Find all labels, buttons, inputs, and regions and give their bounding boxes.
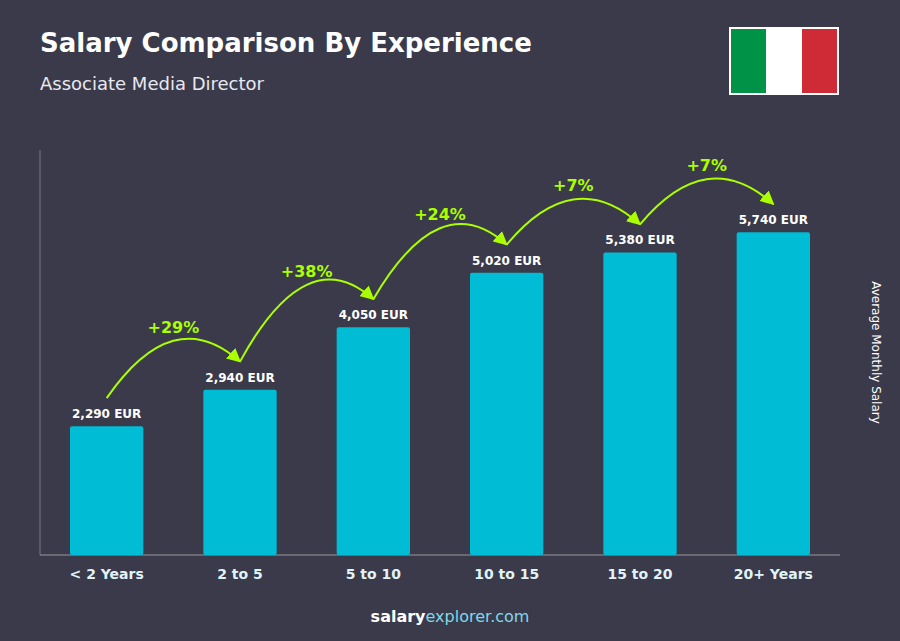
value-label: 5,740 EUR <box>739 213 808 227</box>
flag-stripe <box>730 28 766 94</box>
watermark: salaryexplorer.com <box>371 607 530 626</box>
pct-label: +7% <box>686 156 727 175</box>
watermark-rest: explorer.com <box>426 607 530 626</box>
bar <box>203 390 276 555</box>
y-axis-label: Average Monthly Salary <box>869 281 883 424</box>
pct-label: +24% <box>414 205 466 224</box>
pct-label: +7% <box>553 176 594 195</box>
flag <box>730 28 838 94</box>
y-axis-line <box>40 150 41 555</box>
flag-border <box>730 28 838 94</box>
subtitle: Associate Media Director <box>40 73 265 94</box>
flag-stripe <box>802 28 838 94</box>
bar <box>603 252 676 555</box>
flag-stripe <box>766 28 802 94</box>
pct-arrow <box>507 199 640 245</box>
pct-arrow <box>107 339 240 399</box>
x-tick-label: 15 to 20 <box>607 566 672 582</box>
value-label: 4,050 EUR <box>339 308 408 322</box>
title: Salary Comparison By Experience <box>40 28 532 58</box>
chart: Salary Comparison By Experience Associate… <box>0 0 900 641</box>
watermark-bold: salary <box>371 607 426 626</box>
x-tick-label: 10 to 15 <box>474 566 539 582</box>
background <box>0 0 900 641</box>
bar <box>70 426 143 555</box>
pct-label: +29% <box>147 318 199 337</box>
x-tick-label: 2 to 5 <box>217 566 263 582</box>
x-axis-line <box>40 555 840 556</box>
pct-arrow <box>640 178 773 224</box>
pct-label: +38% <box>281 262 333 281</box>
value-label: 5,380 EUR <box>605 233 674 247</box>
value-label: 2,940 EUR <box>205 371 274 385</box>
x-tick-label: 5 to 10 <box>346 566 402 582</box>
bars <box>70 232 810 555</box>
annotations <box>107 178 774 398</box>
pct-arrow <box>240 279 373 361</box>
bar <box>337 327 410 555</box>
bar <box>470 273 543 555</box>
pct-arrow <box>373 224 506 299</box>
bar <box>737 232 810 555</box>
value-label: 2,290 EUR <box>72 407 141 421</box>
x-tick-label: < 2 Years <box>70 566 144 582</box>
value-label: 5,020 EUR <box>472 254 541 268</box>
x-tick-label: 20+ Years <box>734 566 813 582</box>
